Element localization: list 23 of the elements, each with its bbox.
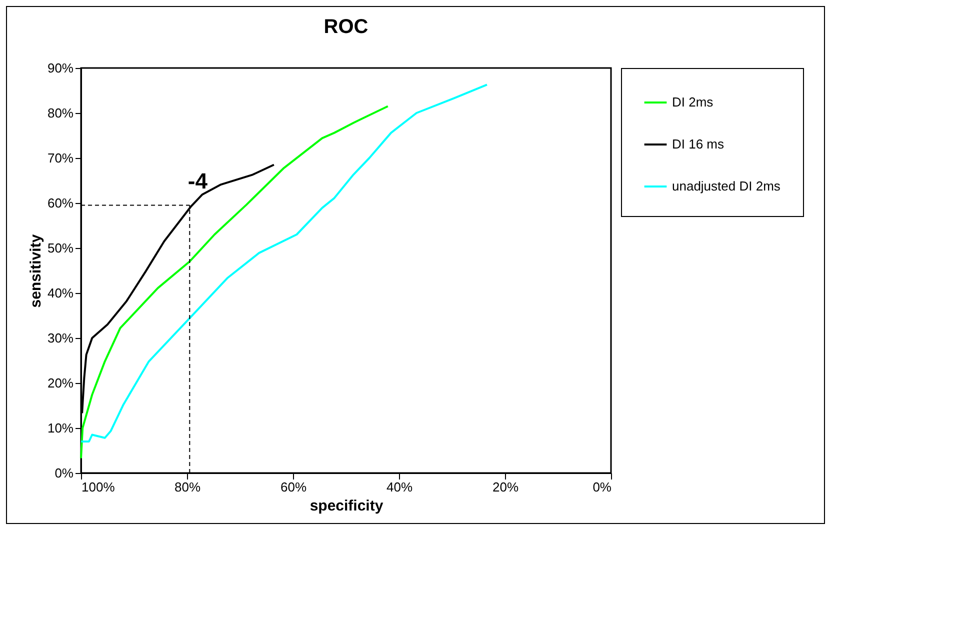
y-tick-label: 0% — [54, 466, 74, 480]
x-axis-title: specificity — [310, 498, 384, 514]
x-tick-label: 60% — [280, 480, 307, 494]
annotation: -4 — [188, 168, 208, 194]
y-tick-label: 50% — [47, 240, 74, 256]
chart-title: ROC — [324, 16, 368, 38]
y-tick-label: 10% — [47, 420, 74, 436]
y-tick-label: 60% — [47, 196, 74, 210]
y-axis-title: sensitivity — [27, 234, 44, 308]
x-tick-label: 80% — [174, 480, 201, 494]
legend-label: unadjusted DI 2ms — [672, 178, 781, 194]
legend-label: DI 16 ms — [672, 136, 725, 152]
y-tick-label: 80% — [47, 106, 74, 120]
y-tick-label: 90% — [47, 60, 74, 76]
x-tick-label: 0% — [592, 480, 612, 494]
y-tick-label: 20% — [47, 376, 74, 390]
y-tick-label: 40% — [47, 286, 74, 300]
y-tick-label: 30% — [47, 330, 74, 346]
x-tick-label: 100% — [82, 480, 116, 494]
x-tick-label: 40% — [386, 480, 413, 494]
legend-label: DI 2ms — [672, 94, 714, 110]
y-tick-label: 70% — [47, 150, 74, 166]
x-tick-label: 20% — [492, 480, 519, 494]
